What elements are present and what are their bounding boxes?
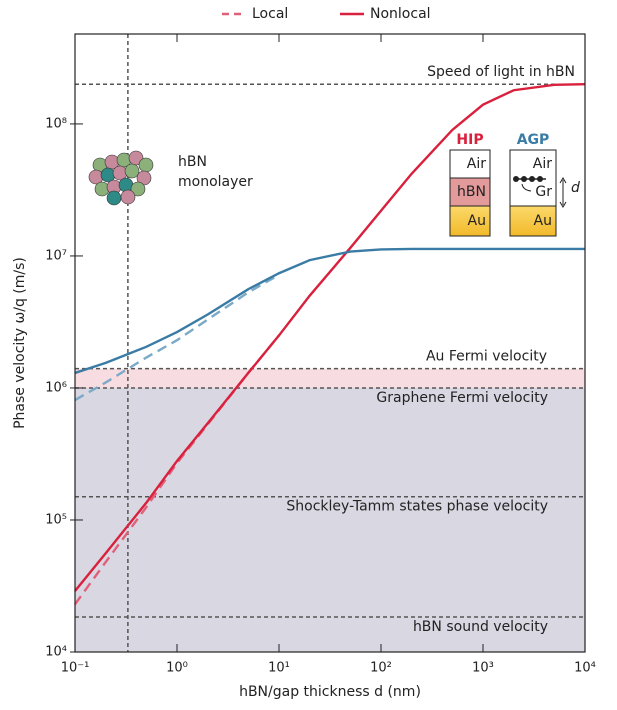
x-tick-label: 10²: [370, 661, 392, 676]
legend-label: Local: [252, 6, 288, 22]
inset-label: Air: [533, 156, 552, 172]
x-tick-label: 10⁻¹: [61, 661, 90, 676]
reference-label: Speed of light in hBN: [427, 64, 575, 80]
reference-label: Au Fermi velocity: [426, 349, 547, 365]
x-tick-label: 10⁴: [574, 661, 596, 676]
inset-label: d: [571, 180, 580, 196]
y-axis-label: Phase velocity ω/q (m/s): [12, 257, 28, 429]
inset-title: AGP: [517, 132, 550, 148]
reference-label: Shockley-Tamm states phase velocity: [286, 499, 548, 515]
x-axis-label: hBN/gap thickness d (nm): [239, 684, 421, 700]
y-tick-label: 10⁷: [45, 248, 67, 263]
x-tick-label: 10⁰: [166, 661, 188, 676]
x-tick-label: 10¹: [268, 661, 290, 676]
y-tick-label: 10⁶: [45, 380, 67, 395]
x-tick-label: 10³: [472, 661, 494, 676]
chart: Phase velocity ω/q (m/s) hBN/gap thickne…: [0, 0, 617, 710]
reference-label: Graphene Fermi velocity: [376, 390, 548, 406]
inset-label: hBN: [457, 184, 486, 200]
y-tick-label: 10⁵: [45, 512, 67, 527]
reference-label: hBN sound velocity: [413, 619, 548, 635]
inset-label: Au: [534, 213, 552, 229]
y-tick-label: 10⁸: [45, 116, 67, 131]
inset-label: Gr: [535, 184, 552, 200]
legend-label: Nonlocal: [370, 6, 431, 22]
y-tick-label: 10⁴: [45, 645, 67, 660]
shaded-band: [75, 388, 585, 652]
inset-label: Au: [468, 213, 486, 229]
monolayer-icon: [89, 151, 153, 205]
shaded-band: [75, 369, 585, 388]
annotation: monolayer: [178, 174, 253, 190]
inset-title: HIP: [456, 132, 483, 148]
inset-label: Air: [467, 156, 486, 172]
annotation: hBN: [178, 154, 207, 170]
